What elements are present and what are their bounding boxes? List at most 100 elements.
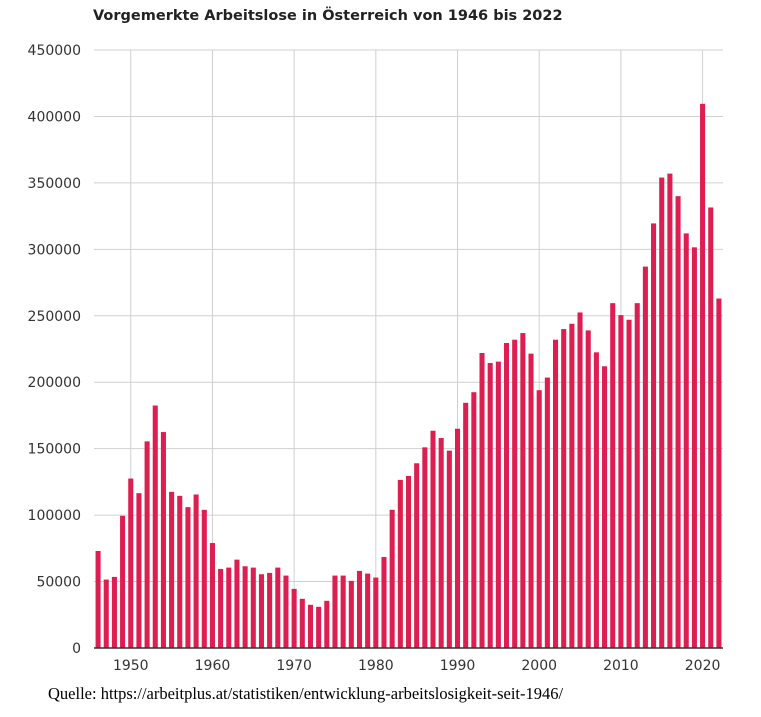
bar-2021 (708, 207, 714, 648)
bar-2006 (585, 330, 591, 648)
bar-2018 (683, 233, 689, 648)
bar-1953 (152, 405, 158, 648)
bar-1979 (365, 573, 371, 648)
bar-1968 (275, 567, 281, 648)
bar-2014 (651, 223, 657, 649)
bar-2017 (675, 196, 681, 648)
bar-2019 (691, 247, 697, 648)
bar-2015 (659, 177, 665, 648)
x-tick-label: 1990 (440, 658, 476, 674)
bar-1982 (389, 509, 395, 648)
bar-1981 (381, 556, 387, 648)
bar-1997 (512, 339, 518, 648)
source-note: Quelle: https://arbeitplus.at/statistike… (48, 684, 564, 703)
bar-2010 (618, 315, 624, 648)
bar-1965 (250, 567, 256, 648)
bar-2016 (667, 173, 673, 648)
bar-1989 (446, 450, 452, 648)
bar-1967 (267, 572, 273, 648)
bar-1986 (422, 447, 428, 648)
x-tick-label: 2020 (685, 658, 721, 674)
x-tick-label: 1970 (276, 658, 312, 674)
bar-1973 (316, 606, 322, 648)
bar-2003 (561, 329, 567, 648)
y-tick-label: 250000 (28, 309, 81, 325)
bar-1947 (103, 579, 109, 648)
bar-1958 (193, 494, 199, 648)
bar-1956 (177, 495, 183, 648)
bar-1995 (495, 361, 501, 648)
bar-1951 (136, 493, 142, 648)
bar-1996 (503, 343, 510, 648)
x-tick-label: 1950 (113, 658, 149, 674)
x-tick-label: 2000 (521, 658, 557, 674)
bar-2002 (553, 339, 559, 648)
y-tick-label: 100000 (28, 508, 81, 524)
y-tick-label: 200000 (28, 375, 81, 391)
bar-2007 (593, 352, 599, 648)
x-tick-label: 1980 (358, 658, 394, 674)
bar-1990 (454, 428, 461, 648)
bar-1954 (160, 432, 166, 648)
y-tick-label: 150000 (28, 442, 81, 458)
bar-1959 (201, 509, 207, 648)
bar-1946 (95, 550, 101, 648)
bar-1950 (128, 478, 134, 648)
y-tick-label: 50000 (36, 575, 81, 591)
bar-1999 (528, 353, 534, 648)
bar-1987 (430, 430, 436, 648)
bar-1960 (209, 543, 215, 648)
bar-2022 (716, 298, 722, 648)
bar-1949 (120, 515, 126, 648)
bar-1988 (438, 438, 444, 648)
x-axis-ticks: 1950 1960 1970 1980 1990 2000 2010 2020 (113, 658, 720, 674)
y-tick-label: 350000 (28, 176, 81, 192)
bar-2020 (700, 103, 706, 648)
bar-1992 (471, 392, 477, 648)
y-tick-label: 450000 (28, 43, 81, 59)
bar-1991 (463, 402, 469, 648)
bar-1985 (414, 463, 420, 648)
bar-2005 (577, 312, 583, 648)
bar-2011 (626, 319, 632, 648)
bar-2001 (544, 377, 550, 648)
bar-1976 (340, 575, 346, 648)
bar-2012 (634, 303, 640, 648)
bar-1998 (520, 333, 526, 648)
bar-1952 (144, 441, 150, 648)
y-tick-label: 400000 (28, 109, 81, 125)
bar-1984 (405, 475, 412, 648)
bar-2013 (642, 266, 648, 648)
bar-2009 (610, 303, 616, 648)
bar-1948 (111, 576, 117, 648)
y-tick-label: 300000 (28, 242, 81, 258)
x-tick-label: 2010 (603, 658, 639, 674)
bar-1962 (226, 567, 232, 648)
x-tick-label: 1960 (195, 658, 231, 674)
y-axis-ticks: 0 50000 100000 150000 200000 250000 300000 3500… (28, 43, 81, 657)
bar-1961 (218, 568, 224, 648)
bar-1972 (307, 604, 313, 648)
bar-1978 (356, 570, 363, 648)
bar-1971 (299, 598, 305, 648)
bar-1970 (291, 588, 297, 648)
bar-1975 (332, 575, 338, 648)
bar-1977 (348, 580, 354, 648)
bar-1994 (487, 362, 493, 648)
bars (95, 103, 722, 649)
bar-1993 (479, 352, 485, 648)
bar-2004 (569, 323, 575, 648)
bar-2008 (602, 366, 608, 648)
bar-1983 (397, 479, 403, 648)
bar-1966 (258, 574, 264, 648)
bar-1969 (283, 575, 289, 648)
bar-1955 (169, 491, 175, 648)
bar-2000 (536, 390, 542, 648)
y-tick-label: 0 (72, 641, 81, 657)
bar-1964 (242, 566, 248, 648)
bar-1963 (234, 559, 240, 648)
bar-1980 (373, 577, 379, 648)
bar-chart: 0 50000 100000 150000 200000 250000 300000 3500… (28, 43, 723, 674)
bar-1957 (185, 507, 191, 648)
chart-title: Vorgemerkte Arbeitslose in Österreich vo… (93, 8, 563, 24)
